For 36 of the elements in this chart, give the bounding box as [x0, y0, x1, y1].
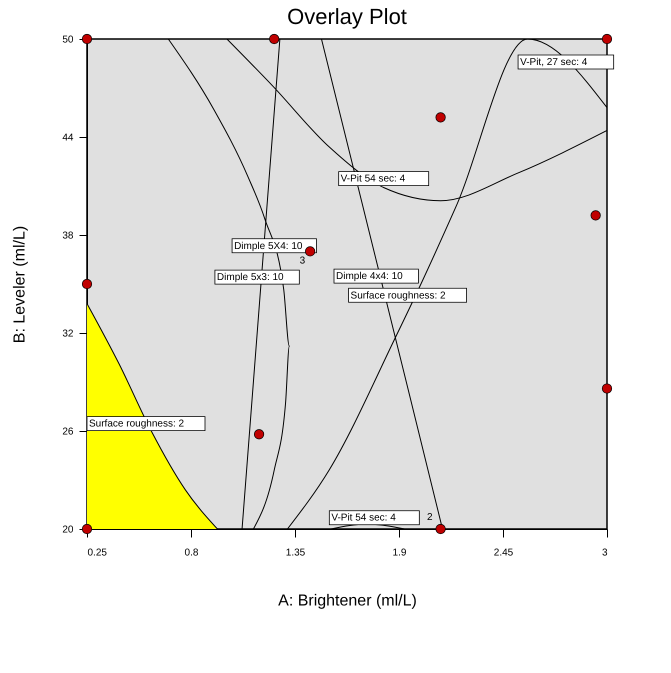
- annotation: Dimple 5x3: 10: [216, 272, 284, 284]
- y-tick-label: 44: [62, 132, 74, 144]
- point: [269, 34, 280, 44]
- x-tick-label: 1.9: [392, 548, 407, 558]
- annotation: 3: [300, 255, 306, 266]
- x-tick-label: 0.25: [88, 548, 108, 558]
- chart-title: Overlay Plot: [287, 4, 407, 29]
- y-tick-label: 38: [62, 230, 74, 242]
- annotation: V-Pit, 27 sec: 4: [520, 57, 588, 68]
- annotation: 2: [427, 512, 433, 524]
- point: [602, 34, 612, 44]
- x-tick-label: 0.8: [184, 548, 199, 558]
- annotation: V-Pit 54 sec: 4: [331, 512, 396, 524]
- annotation: Surface roughness: 2: [350, 290, 446, 302]
- y-tick-label: 32: [62, 328, 74, 340]
- point: [305, 246, 316, 256]
- point: [82, 278, 92, 290]
- x-axis-title: A: Brightener (ml/L): [278, 592, 417, 610]
- point: [82, 524, 92, 534]
- point: [602, 383, 612, 394]
- annotation: Surface roughness: 2: [89, 418, 184, 430]
- y-tick-label: 50: [62, 34, 74, 46]
- annotation: V-Pit 54 sec: 4: [340, 174, 406, 185]
- point: [590, 210, 601, 220]
- y-tick-label: 20: [62, 524, 74, 536]
- x-tick-label: 2.45: [494, 548, 514, 558]
- point: [436, 112, 446, 122]
- annotation: Dimple 5X4: 10: [234, 240, 303, 252]
- annotation: Dimple 4x4: 10: [336, 271, 404, 282]
- point: [254, 429, 264, 440]
- x-tick-label: 3: [602, 548, 608, 558]
- point: [436, 524, 446, 534]
- x-tick-label: 1.35: [286, 548, 306, 558]
- y-axis-title: B: Leveler (ml/L): [11, 226, 28, 344]
- y-tick-label: 26: [62, 426, 74, 438]
- point: [82, 34, 92, 44]
